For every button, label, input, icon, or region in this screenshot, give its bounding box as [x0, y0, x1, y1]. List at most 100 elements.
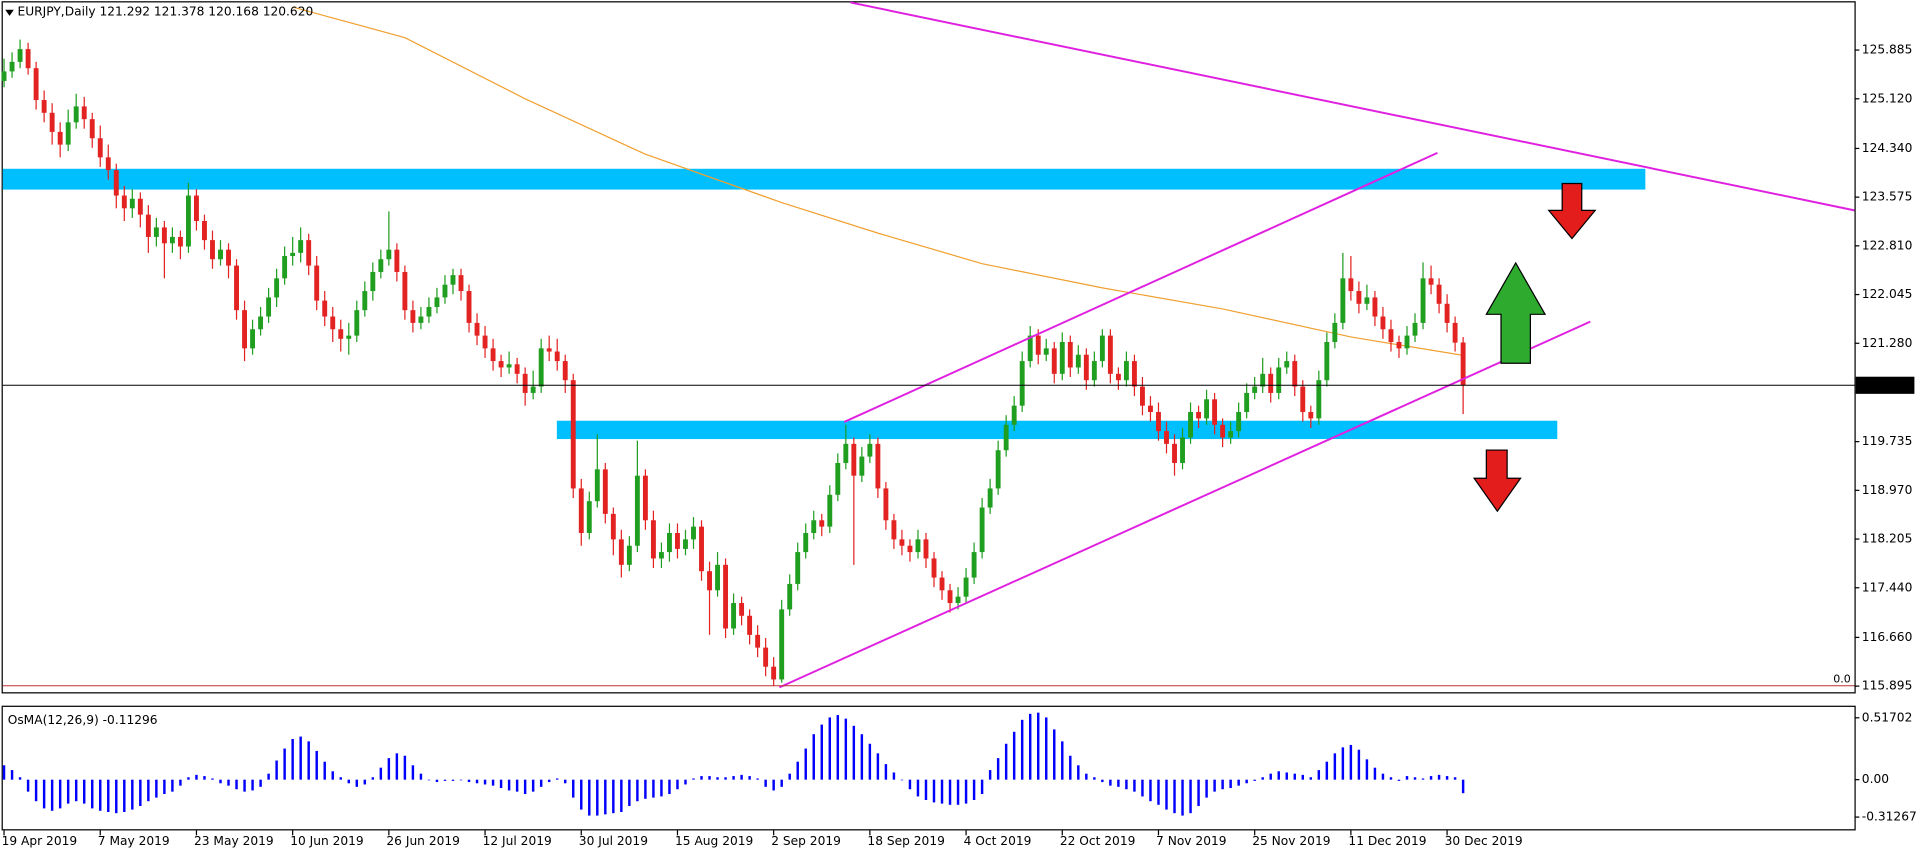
osma-bar [1020, 719, 1024, 780]
candle-body [859, 456, 865, 476]
osma-bar [788, 773, 791, 780]
y-tick-label: 116.660 [1862, 630, 1913, 644]
osma-bar [740, 774, 743, 780]
y-tick-label: 122.045 [1862, 287, 1913, 301]
support-zone [556, 420, 1558, 440]
candle-body [89, 119, 95, 139]
osma-bar [1189, 779, 1192, 814]
y-tick-label: 115.895 [1862, 679, 1913, 693]
osma-bar [1405, 776, 1409, 780]
candle-body [843, 443, 849, 463]
osma-bar [716, 777, 719, 780]
osma-bar [483, 779, 487, 785]
osma-bar [50, 779, 54, 811]
candle-body [1075, 354, 1081, 368]
candle-body [1348, 278, 1354, 292]
candle-body [65, 122, 71, 145]
osma-bar [988, 770, 992, 780]
candle-body [771, 666, 777, 680]
candle-body [346, 335, 352, 339]
osma-bar [1157, 779, 1160, 805]
candle-body [514, 364, 520, 374]
last-price-label: 120.620 [1861, 378, 1912, 392]
candle-body [458, 275, 464, 292]
candle-body [658, 552, 664, 559]
candle-body [1460, 342, 1466, 386]
indicator-header: OsMA(12,26,9) -0.11296 [8, 713, 158, 727]
osma-bar [363, 779, 367, 785]
candle-body [699, 526, 704, 572]
osma-bar [331, 771, 334, 780]
osma-bar [596, 779, 599, 816]
osma-bar [628, 779, 631, 806]
osma-bar [1373, 767, 1377, 780]
osma-bar [1285, 772, 1288, 780]
candle-body [891, 520, 897, 540]
osma-bar [1149, 779, 1152, 802]
osma-bar [419, 773, 423, 780]
osma-bar [34, 779, 38, 802]
candle-body [202, 221, 207, 241]
osma-bar [211, 778, 214, 780]
osma-bar [10, 770, 14, 780]
candle-body [538, 348, 544, 387]
candle-body [506, 364, 512, 368]
candle-body [731, 603, 737, 629]
candle-body [354, 310, 360, 336]
osma-bar [660, 779, 663, 797]
candle-body [578, 488, 584, 533]
osma-bar [676, 779, 679, 790]
candle-body [1131, 361, 1137, 387]
x-tick-label: 30 Dec 2019 [1445, 834, 1523, 848]
osma-bar [1341, 747, 1345, 780]
candle-body [1260, 373, 1266, 387]
candle-body [1139, 386, 1145, 406]
osma-bar [1269, 773, 1272, 780]
osma-bar [748, 776, 751, 780]
osma-bar [1293, 773, 1296, 780]
osma-bar [604, 779, 607, 815]
y-tick-label: 0.51702 [1862, 710, 1913, 724]
osma-bar [1037, 712, 1040, 780]
osma-bar [996, 758, 1000, 780]
candle-body [161, 227, 167, 244]
osma-bar [812, 734, 815, 780]
osma-bar [772, 779, 775, 791]
osma-bar [1437, 774, 1441, 780]
candle-body [250, 329, 256, 349]
osma-bar [1349, 744, 1353, 780]
x-tick-label: 12 Jul 2019 [483, 834, 552, 848]
osma-bar [564, 779, 567, 784]
osma-bar [836, 715, 840, 780]
osma-bar [860, 734, 864, 780]
candle-body [1284, 361, 1290, 368]
candle-body [1196, 412, 1202, 419]
candle-body [1164, 431, 1169, 444]
menu-triangle[interactable] [5, 9, 14, 16]
candle-body [1444, 303, 1450, 323]
candle-body [947, 590, 953, 604]
osma-bar [892, 772, 896, 780]
osma-bar [948, 779, 952, 805]
osma-bar [171, 779, 174, 792]
candle-body [1372, 297, 1378, 317]
osma-bar [1053, 729, 1056, 780]
osma-bar [187, 777, 190, 780]
osma-bar [307, 741, 310, 780]
y-tick-label: 125.885 [1862, 43, 1913, 57]
osma-bar [1461, 779, 1465, 794]
osma-bar [1301, 774, 1305, 780]
candle-body [883, 488, 889, 521]
x-tick-label: 4 Oct 2019 [964, 834, 1032, 848]
osma-bar [379, 767, 383, 780]
candle-body [1244, 392, 1250, 413]
candle-body [675, 532, 680, 549]
osma-bar [764, 779, 767, 787]
candle-body [442, 284, 448, 298]
osma-bar [131, 779, 134, 810]
candle-body [971, 552, 977, 578]
osma-bar [347, 779, 350, 784]
osma-bar [387, 758, 391, 780]
candle-body [634, 475, 640, 546]
